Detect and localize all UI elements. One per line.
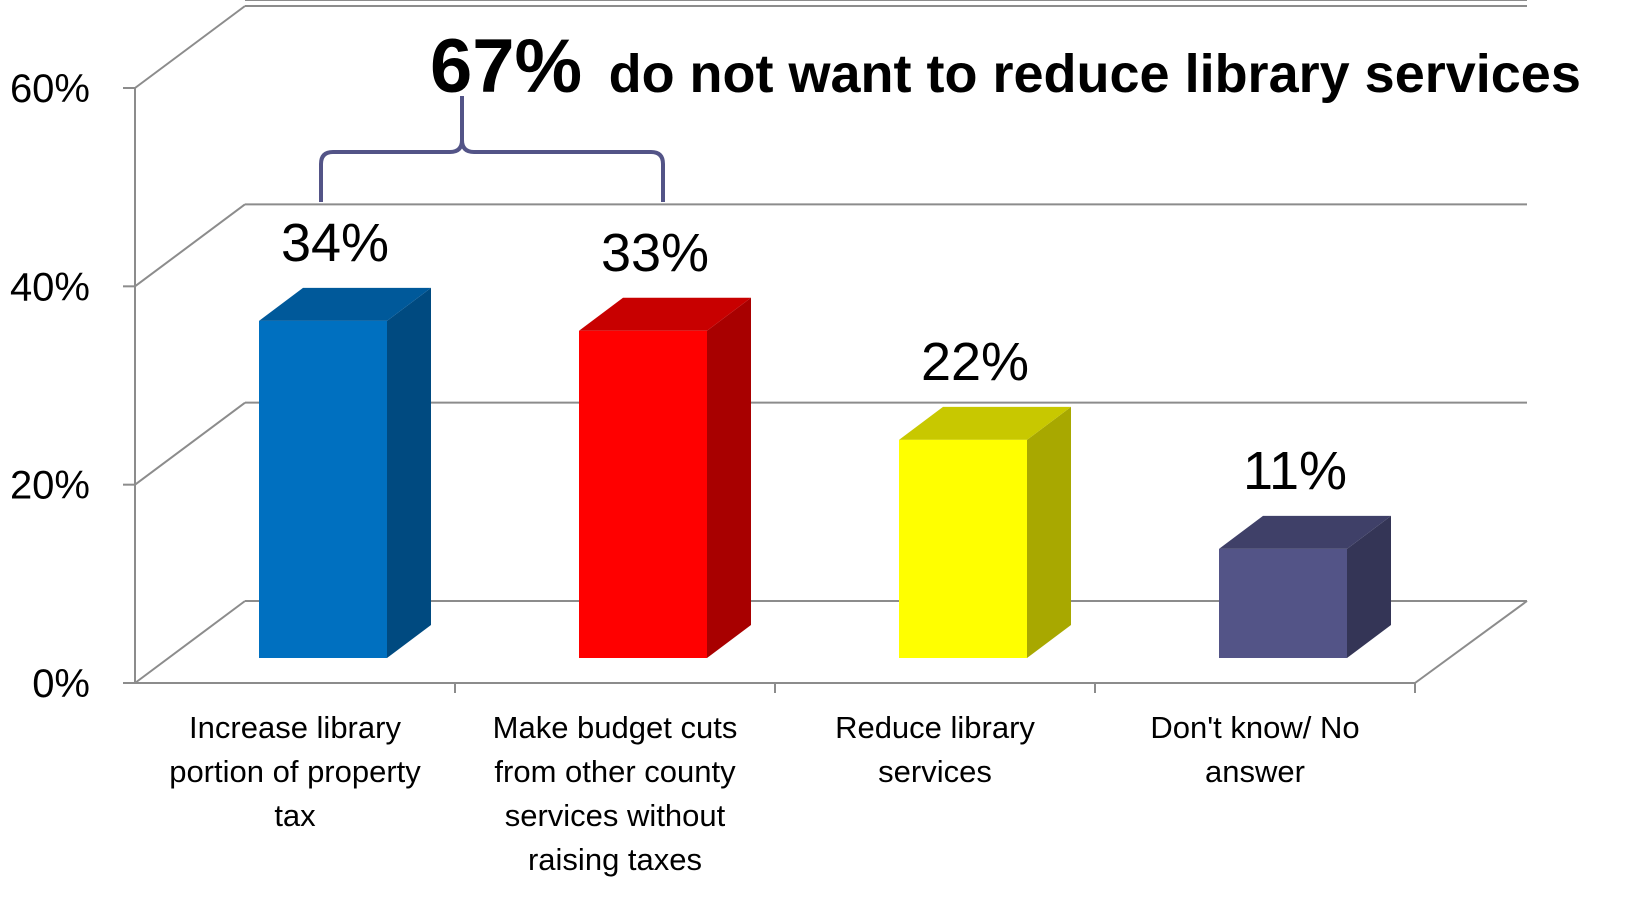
category-label: Reduce library services [835, 710, 1035, 789]
value-label: 33% [601, 223, 709, 283]
y-tick-label: 20% [10, 464, 90, 508]
bar [579, 297, 751, 658]
category-label-line: Increase library [189, 710, 401, 745]
gridline-side [134, 5, 246, 89]
bar-front [259, 320, 387, 658]
y-tick-label: 40% [10, 265, 90, 309]
y-tick-label: 60% [10, 67, 90, 111]
category-label: Make budget cuts from other county service… [493, 710, 738, 877]
category-label: Don't know/ No answer [1150, 710, 1359, 789]
bar [259, 287, 431, 658]
bar [1219, 515, 1391, 658]
axes [123, 87, 1416, 693]
bar-front [579, 330, 707, 658]
annotation-text: 67% do not want to reduce library servic… [430, 24, 1581, 109]
gridline-side [134, 401, 246, 486]
y-tick-label: 0% [32, 662, 90, 706]
annotation: 67% do not want to reduce library servic… [319, 24, 1581, 202]
value-labels: 34% 33% 22% 11% [281, 213, 1347, 501]
category-label-line: Don't know/ No [1150, 710, 1359, 745]
value-label: 11% [1243, 441, 1347, 501]
bar-top [259, 287, 431, 321]
category-label-line: raising taxes [528, 842, 702, 877]
category-label-line: from other county [494, 754, 736, 789]
category-label-line: Make budget cuts [493, 710, 738, 745]
category-label-line: services without [505, 798, 726, 833]
value-label: 34% [281, 213, 389, 273]
category-label-line: Reduce library [835, 710, 1035, 745]
bars [259, 287, 1391, 658]
bar-front [899, 439, 1027, 658]
category-label-line: portion of property [169, 754, 421, 789]
category-label: Increase library portion of property tax [169, 710, 421, 833]
bar [899, 406, 1071, 658]
category-label-line: tax [274, 798, 316, 833]
annotation-label: do not want to reduce library services [609, 44, 1581, 104]
bar-side [1347, 515, 1391, 658]
category-label-line: answer [1205, 754, 1305, 789]
bar-top [899, 406, 1071, 440]
bar-side [707, 297, 751, 658]
bracket-brace [319, 96, 665, 202]
bar-front [1219, 548, 1347, 658]
value-label: 22% [921, 332, 1029, 392]
bar-side [1027, 406, 1071, 658]
bar-top [1219, 515, 1391, 549]
category-labels: Increase library portion of property tax Ma… [169, 710, 1359, 877]
bar-side [387, 287, 431, 658]
y-tick-labels: 0% 20% 40% 60% [10, 67, 90, 706]
annotation-highlight: 67% [430, 24, 582, 109]
gridline-side [134, 203, 246, 288]
category-label-line: services [878, 754, 992, 789]
bar-top [579, 297, 751, 331]
gridline-side [134, 600, 246, 684]
floor-edge [1414, 600, 1528, 684]
